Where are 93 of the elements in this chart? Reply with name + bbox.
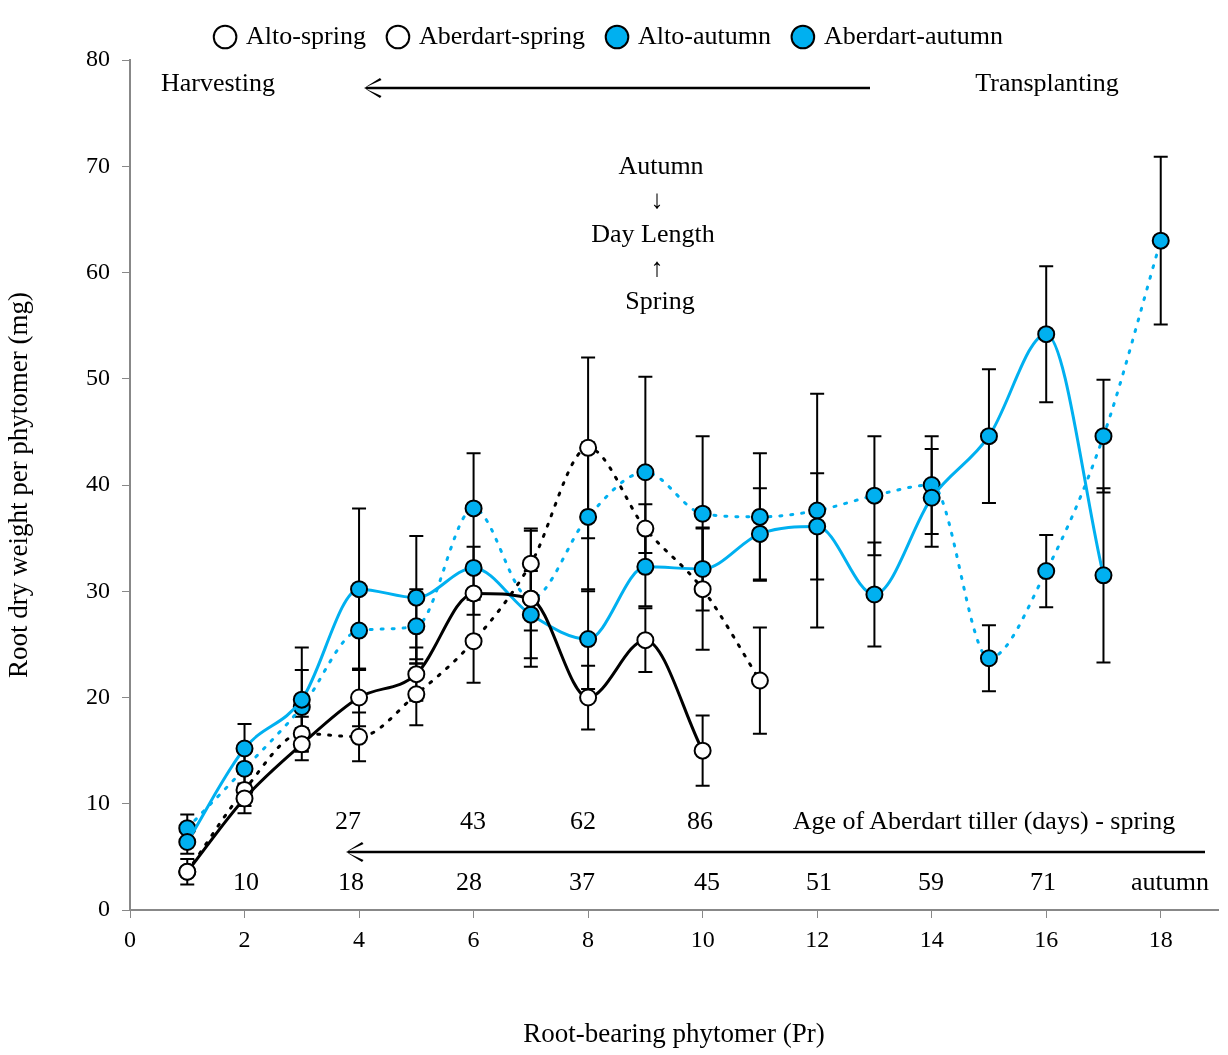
point xyxy=(750,671,769,690)
annotation: 71 xyxy=(1030,867,1056,897)
point xyxy=(464,632,483,651)
point xyxy=(979,649,998,668)
point xyxy=(407,665,426,684)
annotation: 86 xyxy=(687,806,713,836)
annotation: 45 xyxy=(694,867,720,897)
annotation: ↓ xyxy=(650,185,664,215)
point xyxy=(636,557,655,576)
x-tick-label: 14 xyxy=(919,925,944,952)
x-tick-label: 0 xyxy=(124,925,136,952)
point xyxy=(693,580,712,599)
point xyxy=(350,580,369,599)
annotation: ↑ xyxy=(650,253,664,283)
point xyxy=(579,688,598,707)
x-tick-label: 8 xyxy=(582,925,595,952)
legend-label: Alto-autumn xyxy=(638,20,771,50)
point xyxy=(1037,562,1056,581)
point xyxy=(750,507,769,526)
point xyxy=(865,585,884,604)
x-tick-label: 12 xyxy=(805,925,830,952)
point xyxy=(350,621,369,640)
point xyxy=(636,519,655,538)
point xyxy=(579,630,598,649)
point xyxy=(922,488,941,507)
y-tick-label: 60 xyxy=(86,257,110,284)
legend-label: Aberdart-autumn xyxy=(823,20,1003,50)
annotation: 28 xyxy=(456,867,482,897)
x-tick-label: 4 xyxy=(353,925,366,952)
point xyxy=(292,690,311,709)
point xyxy=(1151,231,1170,250)
point xyxy=(235,739,254,758)
point xyxy=(464,584,483,603)
point xyxy=(407,685,426,704)
annotation: 59 xyxy=(918,867,944,897)
point xyxy=(235,789,254,808)
annotation: Harvesting xyxy=(160,68,276,98)
y-tick-label: 70 xyxy=(86,151,110,178)
y-tick-label: 10 xyxy=(86,789,110,816)
point xyxy=(636,463,655,482)
point xyxy=(579,438,598,457)
annotation: Day Length xyxy=(591,219,715,249)
annotation: Age of Aberdart tiller (days) - spring xyxy=(792,806,1176,836)
y-tick-label: 0 xyxy=(98,895,110,922)
x-tick-label: 16 xyxy=(1034,925,1059,952)
x-tick-label: 2 xyxy=(238,925,251,952)
point xyxy=(464,499,483,518)
annotation: 27 xyxy=(335,806,361,836)
point xyxy=(350,727,369,746)
x-tick-label: 6 xyxy=(467,925,480,952)
point xyxy=(1037,325,1056,344)
y-tick-label: 20 xyxy=(86,682,110,709)
point xyxy=(464,558,483,577)
annotation: 62 xyxy=(570,806,596,836)
legend-label: Alto-spring xyxy=(246,20,366,50)
point xyxy=(693,504,712,523)
point xyxy=(350,688,369,707)
annotation: autumn xyxy=(1131,867,1209,897)
point xyxy=(407,617,426,636)
point xyxy=(407,588,426,607)
y-tick-label: 30 xyxy=(86,576,110,603)
annotation: 10 xyxy=(233,867,259,897)
y-axis-title: Root dry weight per phytomer (mg) xyxy=(3,291,34,679)
point xyxy=(235,759,254,778)
annotation: Autumn xyxy=(618,151,704,181)
point xyxy=(808,517,827,536)
point xyxy=(979,427,998,446)
point xyxy=(292,735,311,754)
annotation: 43 xyxy=(460,806,486,836)
x-tick-label: 18 xyxy=(1148,925,1173,952)
point xyxy=(579,507,598,526)
point xyxy=(521,605,540,624)
annotation: Transplanting xyxy=(975,68,1119,98)
point xyxy=(521,554,540,573)
point xyxy=(1094,566,1113,585)
x-tick-label: 10 xyxy=(690,925,715,952)
point xyxy=(808,501,827,520)
y-tick-label: 40 xyxy=(86,470,110,497)
point xyxy=(865,486,884,505)
annotation: 37 xyxy=(569,867,595,897)
y-tick-label: 80 xyxy=(86,45,110,72)
x-axis-title: Root-bearing phytomer (Pr) xyxy=(523,1017,825,1048)
point xyxy=(693,741,712,760)
annotation: 51 xyxy=(806,867,832,897)
legend-label: Aberdart-spring xyxy=(418,20,586,50)
annotation: 18 xyxy=(338,867,364,897)
point xyxy=(750,524,769,543)
point xyxy=(693,559,712,578)
point xyxy=(178,833,197,851)
point xyxy=(636,631,655,650)
y-tick-label: 50 xyxy=(86,364,110,391)
point xyxy=(1094,427,1113,446)
annotation: Spring xyxy=(625,286,695,316)
